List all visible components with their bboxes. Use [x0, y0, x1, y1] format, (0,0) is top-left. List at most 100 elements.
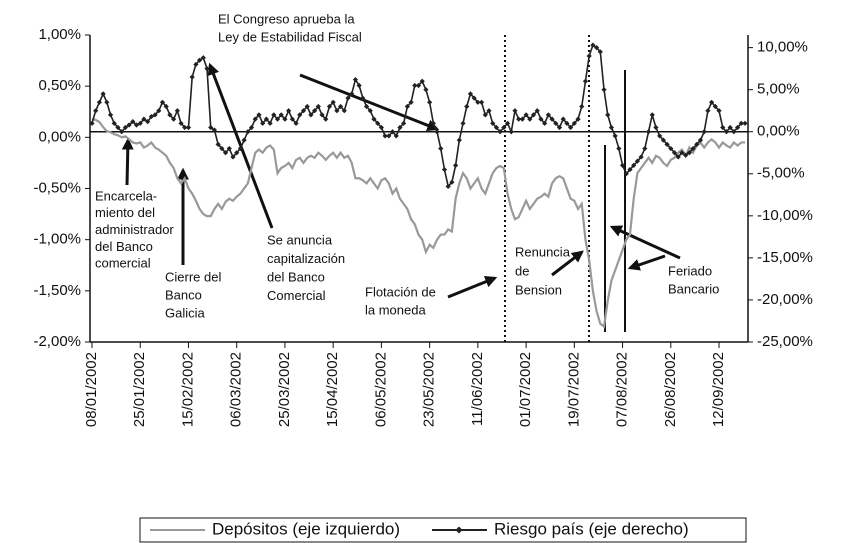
- y2-tick-label: -10,00%: [757, 207, 813, 224]
- marker: [189, 74, 195, 80]
- marker: [716, 108, 722, 114]
- marker: [419, 78, 425, 84]
- marker: [111, 120, 117, 126]
- marker: [645, 129, 652, 135]
- arrow: [609, 225, 681, 260]
- marker: [260, 120, 266, 126]
- marker: [683, 152, 689, 158]
- x-tick-label: 01/07/2002: [517, 352, 534, 427]
- marker: [326, 103, 333, 110]
- marker: [516, 116, 522, 122]
- annotation-arrows: [121, 62, 681, 299]
- marker: [475, 99, 481, 105]
- marker: [363, 103, 370, 110]
- marker: [653, 124, 659, 131]
- marker: [107, 112, 114, 118]
- x-tick-label: 26/08/2002: [662, 352, 679, 427]
- marker: [627, 166, 633, 173]
- marker: [590, 42, 596, 48]
- marker: [382, 133, 388, 139]
- marker: [341, 108, 347, 114]
- marker: [445, 183, 451, 189]
- y2-tick-label: 0,00%: [757, 123, 800, 140]
- x-tick-label: 06/05/2002: [372, 352, 389, 427]
- marker: [241, 137, 247, 143]
- marker: [352, 76, 359, 83]
- marker: [193, 61, 199, 68]
- marker: [460, 120, 466, 126]
- marker: [449, 179, 455, 185]
- marker: [312, 108, 318, 114]
- annotation: miento del: [95, 205, 155, 220]
- marker: [512, 108, 518, 114]
- y2-tick-label: -5,00%: [757, 165, 805, 182]
- marker: [579, 103, 585, 110]
- marker: [330, 99, 336, 105]
- marker: [723, 129, 730, 135]
- arrow: [299, 73, 440, 132]
- annotation: la moneda: [365, 302, 426, 317]
- marker: [375, 120, 381, 126]
- marker: [556, 124, 563, 131]
- marker: [315, 103, 321, 110]
- marker: [534, 108, 540, 114]
- marker: [93, 108, 99, 114]
- y-tick-label: -1,00%: [33, 231, 81, 248]
- y2-tick-label: -15,00%: [757, 249, 813, 266]
- y-tick-label: -2,00%: [33, 333, 81, 350]
- marker: [208, 124, 214, 131]
- marker: [679, 150, 685, 156]
- arrow: [627, 254, 666, 271]
- marker: [211, 127, 218, 133]
- annotation: Cierre del: [165, 269, 221, 284]
- annotation: Ley de Estabilidad Fiscal: [218, 29, 362, 44]
- marker: [337, 103, 344, 110]
- marker: [300, 108, 307, 114]
- marker: [482, 112, 488, 118]
- annotation: de: [515, 263, 529, 278]
- marker: [256, 112, 262, 118]
- marker: [248, 124, 255, 131]
- marker: [386, 133, 392, 139]
- marker: [174, 108, 180, 114]
- annotation: del Banco: [95, 239, 153, 254]
- marker: [230, 154, 236, 160]
- marker: [393, 133, 399, 139]
- annotation: Bancario: [668, 281, 719, 296]
- marker: [601, 87, 607, 93]
- x-tick-label: 06/03/2002: [228, 352, 245, 427]
- annotation: Bension: [515, 282, 562, 297]
- marker: [438, 145, 444, 152]
- marker: [397, 124, 403, 131]
- x-tick-label: 25/03/2002: [276, 352, 293, 427]
- marker: [727, 124, 733, 131]
- marker: [219, 145, 225, 152]
- y2-tick-label: 10,00%: [757, 39, 808, 56]
- marker: [464, 103, 470, 110]
- annotation: El Congreso aprueba la: [218, 11, 355, 26]
- marker: [564, 120, 570, 126]
- y2-tick-label: -25,00%: [757, 333, 813, 350]
- marker: [697, 137, 704, 143]
- marker: [519, 116, 525, 122]
- y-tick-label: -0,50%: [33, 179, 81, 196]
- marker: [453, 162, 459, 168]
- marker: [389, 129, 396, 135]
- y-tick-label: 1,00%: [38, 26, 81, 43]
- marker: [319, 112, 325, 118]
- arrow: [551, 250, 584, 277]
- marker: [545, 112, 551, 118]
- marker: [267, 120, 273, 126]
- marker: [705, 108, 711, 114]
- y-tick-label: 0,00%: [38, 128, 81, 145]
- marker: [675, 154, 681, 160]
- marker: [89, 120, 95, 126]
- marker: [163, 103, 169, 110]
- marker: [619, 162, 626, 168]
- marker: [657, 133, 663, 139]
- marker: [553, 120, 559, 126]
- marker: [104, 99, 110, 105]
- marker: [597, 49, 603, 55]
- marker: [434, 129, 440, 135]
- annotation: del Banco: [267, 269, 325, 284]
